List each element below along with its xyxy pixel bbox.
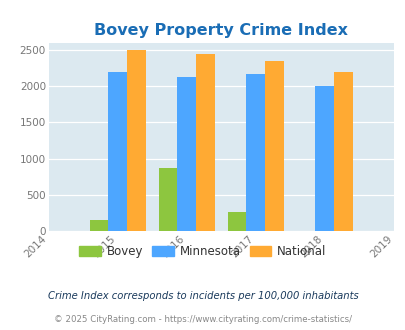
Bar [227, 212, 246, 231]
Bar [158, 168, 177, 231]
Text: © 2025 CityRating.com - https://www.cityrating.com/crime-statistics/: © 2025 CityRating.com - https://www.city… [54, 315, 351, 324]
Bar [196, 54, 214, 231]
Bar [315, 86, 333, 231]
Title: Bovey Property Crime Index: Bovey Property Crime Index [94, 22, 347, 38]
Bar [127, 50, 145, 231]
Bar [177, 77, 196, 231]
Text: Crime Index corresponds to incidents per 100,000 inhabitants: Crime Index corresponds to incidents per… [47, 291, 358, 301]
Bar [108, 72, 127, 231]
Bar [333, 72, 352, 231]
Bar [246, 74, 264, 231]
Bar [90, 220, 108, 231]
Legend: Bovey, Minnesota, National: Bovey, Minnesota, National [75, 241, 330, 263]
Bar [264, 61, 283, 231]
